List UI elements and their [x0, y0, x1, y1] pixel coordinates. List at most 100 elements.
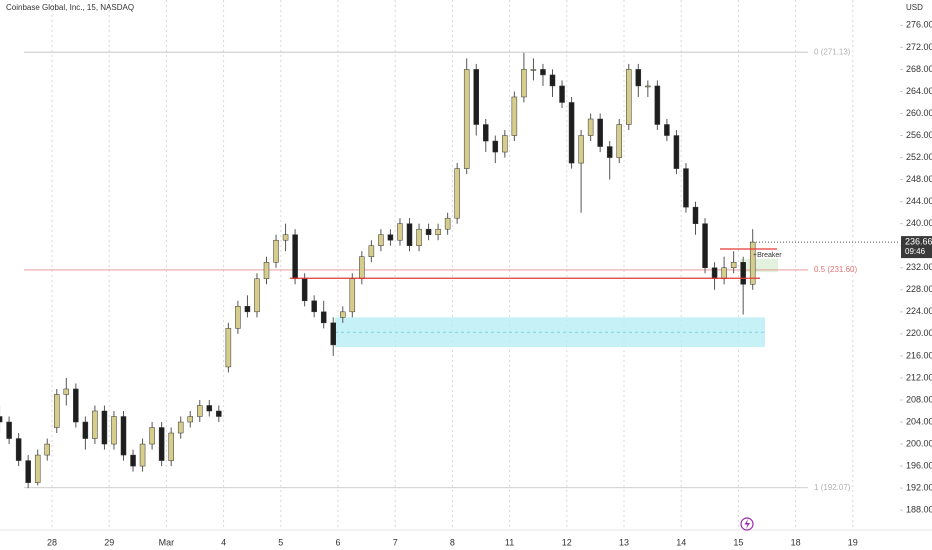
y-tick-label: 232.00: [906, 262, 932, 272]
currency: USD: [906, 3, 923, 12]
candle-body: [149, 427, 155, 445]
candle-body: [416, 228, 422, 246]
candle-body: [111, 416, 117, 445]
x-tick-label: 5: [278, 537, 283, 547]
candle-body: [34, 454, 41, 483]
candle-body: [511, 96, 518, 136]
candle-body: [225, 328, 232, 368]
level-label: +Breaker: [753, 252, 782, 259]
y-tick-label: 212.00: [906, 372, 932, 382]
candle-body: [683, 168, 689, 208]
candle-body: [406, 223, 413, 246]
y-tick-label: 276.00: [906, 20, 932, 30]
candle-body: [454, 168, 460, 219]
candle-body: [721, 267, 727, 280]
candle-body: [73, 388, 79, 423]
y-tick-label: 272.00: [906, 42, 932, 52]
candle-body: [435, 228, 441, 235]
x-tick-label: 13: [619, 537, 629, 547]
candle-body: [168, 432, 174, 461]
candle-body: [254, 278, 260, 313]
candle-body: [492, 140, 499, 153]
grid: [0, 0, 932, 531]
y-tick-label: 252.00: [906, 152, 932, 162]
zone: [740, 258, 778, 273]
countdown-label: 09:46: [905, 247, 926, 256]
candle-body: [206, 405, 213, 412]
candle-body: [397, 223, 403, 241]
candle-body: [368, 245, 375, 257]
x-tick-label: 12: [562, 537, 572, 547]
candle-body: [25, 460, 31, 483]
candle-body: [263, 261, 270, 280]
candle-body: [654, 85, 661, 125]
candle-body: [63, 388, 70, 395]
last-price-label: 236.66: [905, 236, 932, 246]
candle-body: [292, 234, 298, 280]
candle-body: [235, 306, 241, 329]
candle-body: [349, 278, 356, 313]
candle-body: [320, 311, 327, 324]
candle-body: [340, 311, 346, 318]
candle-body: [244, 306, 251, 313]
candle-body: [540, 69, 546, 76]
candle-body: [101, 410, 108, 445]
candle-body: [702, 223, 708, 269]
candle-body: [473, 69, 479, 125]
candle-body: [387, 234, 394, 241]
x-tick-label: 15: [733, 537, 743, 547]
candle-body: [749, 241, 756, 285]
x-tick-label: 11: [505, 537, 514, 547]
y-tick-label: 196.00: [906, 460, 932, 470]
candle-body: [425, 228, 432, 235]
candle-body: [15, 438, 22, 461]
y-tick-label: 200.00: [906, 438, 932, 448]
candle-body: [54, 394, 60, 428]
x-tick-label: Mar: [159, 537, 175, 547]
candle-body: [711, 267, 718, 280]
candle-body: [158, 427, 165, 461]
candle-body: [626, 69, 632, 125]
candle-body: [273, 239, 279, 263]
candle-body: [330, 322, 336, 346]
y-tick-label: 208.00: [906, 394, 932, 404]
candle-body: [311, 300, 317, 313]
candle-body: [444, 217, 451, 230]
y-tick-label: 244.00: [906, 196, 932, 206]
candle-body: [606, 146, 613, 158]
chart-title: Coinbase Global, Inc., 15, NASDAQ: [6, 3, 134, 12]
fib-label: 0 (271.13): [814, 47, 851, 56]
candle-body: [139, 443, 146, 467]
candle-body: [559, 85, 565, 103]
x-tick-label: 4: [221, 537, 226, 547]
candle-body: [44, 443, 50, 456]
candle-body: [120, 416, 127, 456]
fib-label: 1 (192.07): [814, 483, 851, 492]
candle-body: [578, 135, 584, 164]
y-tick-label: 216.00: [906, 350, 932, 360]
y-tick-label: 204.00: [906, 416, 932, 426]
candle-body: [635, 69, 642, 87]
y-tick-label: 192.00: [906, 483, 932, 493]
candle-body: [597, 118, 603, 147]
event-bolt: [744, 519, 750, 529]
candle-body: [0, 416, 3, 423]
fib-label: 0.5 (231.60): [814, 265, 857, 274]
candle-body: [530, 69, 537, 71]
candle-body: [616, 124, 622, 158]
y-tick-label: 248.00: [906, 174, 932, 184]
x-tick-label: 29: [104, 537, 114, 547]
plot: [0, 51, 900, 489]
y-tick-label: 256.00: [906, 130, 932, 140]
candle-body: [587, 118, 594, 136]
x-tick-label: 19: [848, 537, 858, 547]
y-tick-label: 228.00: [906, 284, 932, 294]
candle-body: [483, 124, 489, 142]
y-tick-label: 264.00: [906, 86, 932, 96]
x-tick-label: 7: [393, 537, 398, 547]
candle-body: [645, 85, 651, 88]
candle-body: [463, 69, 470, 169]
candle-body: [521, 69, 527, 98]
candle-body: [197, 405, 203, 417]
